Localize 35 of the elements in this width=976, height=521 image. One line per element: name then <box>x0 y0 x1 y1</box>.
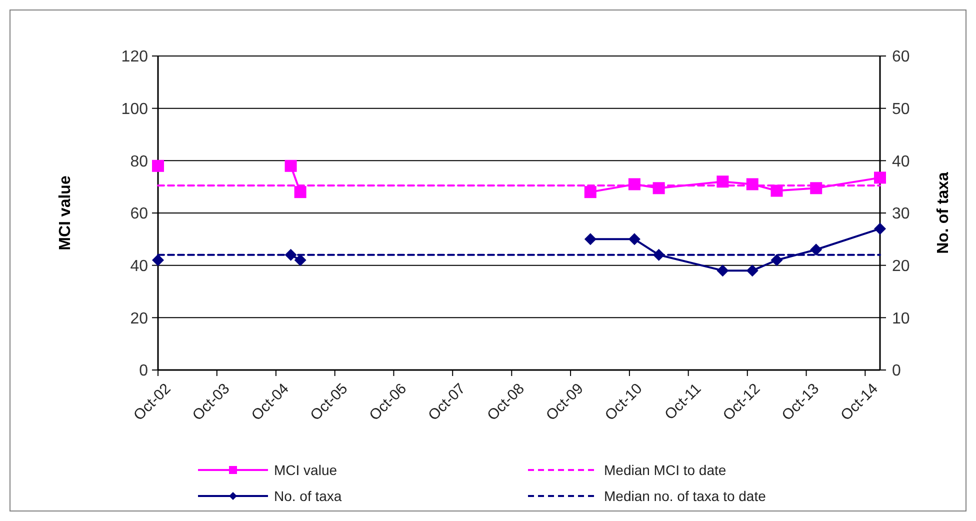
y-tick-label: 60 <box>130 206 148 223</box>
y-tick-label: 100 <box>121 100 148 118</box>
y-tick-label: 0 <box>139 362 148 380</box>
y-tick-label: 80 <box>130 153 148 170</box>
point <box>874 222 886 235</box>
y2-tick-label: 0 <box>892 362 901 380</box>
point <box>284 160 297 172</box>
y-axis-title: MCI value <box>57 176 74 250</box>
legend-label: MCI value <box>274 462 338 478</box>
y2-tick-label: 60 <box>892 48 910 66</box>
point <box>152 254 164 266</box>
point <box>770 254 783 266</box>
y-tick-label: 120 <box>121 48 148 66</box>
y2-tick-label: 40 <box>892 153 910 170</box>
point <box>584 186 596 198</box>
legend-label: No. of taxa <box>274 488 342 504</box>
y2-tick-label: 20 <box>892 258 910 275</box>
point <box>770 184 783 197</box>
y-tick-label: 40 <box>130 258 148 275</box>
point <box>152 160 164 172</box>
y2-tick-label: 50 <box>892 100 910 118</box>
point <box>294 186 306 198</box>
point <box>716 264 729 277</box>
point <box>810 244 822 256</box>
y2-tick-label: 30 <box>892 206 910 223</box>
point <box>584 233 596 246</box>
point <box>874 172 886 184</box>
point <box>294 254 306 266</box>
y-tick-label: 20 <box>130 310 148 328</box>
legend-label: Median MCI to date <box>604 462 726 478</box>
y2-axis-title: No. of taxa <box>935 172 952 254</box>
legend-label: Median no. of taxa to date <box>604 488 766 504</box>
point <box>746 264 758 277</box>
point <box>628 233 640 246</box>
y2-tick-label: 10 <box>892 310 910 328</box>
